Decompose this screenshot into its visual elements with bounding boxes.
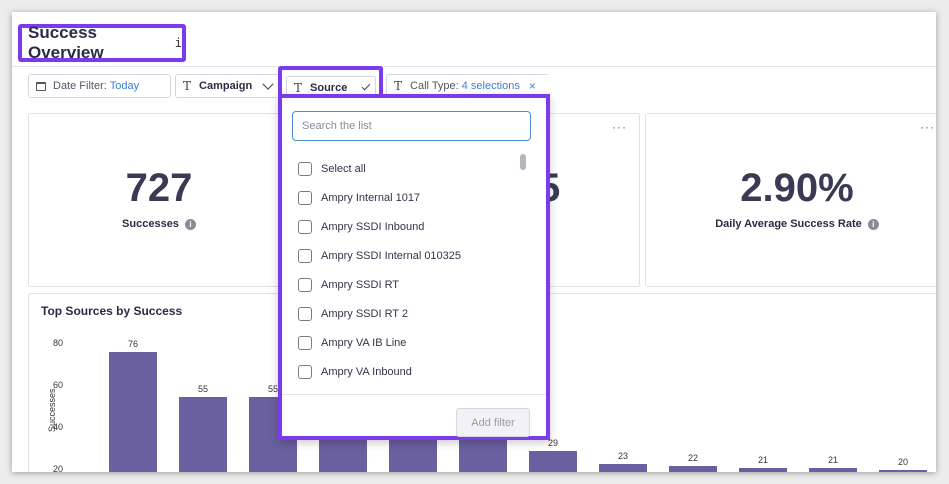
chevron-down-icon [262,78,274,90]
call-type-filter-value: 4 selections [461,80,520,92]
dashboard-frame: Success Overview i Date Filter: Today T … [12,12,936,472]
close-icon[interactable]: × [528,79,536,93]
successes-label: Successes [122,218,179,230]
checkbox[interactable] [298,191,312,205]
checkbox[interactable] [298,220,312,234]
daily-rate-card: ··· 2.90% Daily Average Success Rate i [645,113,936,287]
bar-value-label: 21 [827,454,838,465]
card-menu-icon[interactable]: ··· [612,120,627,134]
bar-value-label: 55 [267,383,278,394]
bar-value-label: 29 [547,438,558,449]
source-option[interactable]: Ampry VA Inbound [298,365,412,379]
calendar-icon [36,81,46,91]
select-all-option[interactable]: Select all [298,162,366,176]
successes-value: 727 [125,166,193,210]
source-option[interactable]: Ampry SSDI RT 2 [298,307,408,321]
y-tick-label: 80 [52,338,63,348]
option-label: Ampry SSDI RT 2 [321,308,409,320]
bar-value-label: 20 [897,457,908,467]
checkbox[interactable] [298,365,312,379]
panel-divider [282,394,546,395]
successes-card: 727 Successes i [28,113,290,287]
option-label: Ampry SSDI Internal 010325 [321,250,462,262]
source-option[interactable]: Ampry SSDI RT [298,278,399,292]
option-label: Ampry VA Inbound [321,366,412,378]
chevron-down-icon [362,81,371,91]
y-tick-label: 40 [52,422,63,432]
chart-bar[interactable] [739,467,787,472]
source-option[interactable]: Ampry SSDI Internal 010325 [298,249,461,263]
bar-value-label: 22 [687,452,698,463]
chart-bar[interactable] [809,467,857,472]
bar-value-label: 76 [127,339,138,350]
option-label: Ampry Internal 1017 [321,192,421,204]
date-filter-chip[interactable]: Date Filter: Today [28,74,171,98]
option-label: Ampry SSDI RT [321,279,400,291]
text-type-icon: T [294,81,303,95]
chart-title: Top Sources by Success [41,304,183,318]
daily-rate-value: 2.90% [740,166,854,210]
campaign-filter-label: Campaign [199,80,253,92]
text-type-icon: T [394,79,403,93]
chart-bar[interactable] [529,451,577,472]
text-type-icon: T [183,79,192,93]
date-filter-value: Today [109,80,140,92]
source-filter-label: Source [310,82,348,94]
option-label: Ampry VA IB Line [321,337,407,349]
card-menu-icon[interactable]: ··· [920,120,935,134]
campaign-filter-chip[interactable]: T Campaign [175,74,280,98]
info-icon[interactable]: i [184,218,196,230]
chart-bar[interactable] [179,396,227,472]
source-option[interactable]: Ampry SSDI Inbound [298,220,424,234]
checkbox[interactable] [298,162,312,176]
call-type-filter-label: Call Type: [410,80,459,92]
checkbox[interactable] [298,336,312,350]
y-tick-label: 60 [52,380,63,390]
scrollbar-thumb[interactable] [520,154,526,170]
checkbox[interactable] [298,307,312,321]
divider [12,66,936,67]
option-label: Ampry SSDI Inbound [321,221,425,233]
y-tick-label: 20 [52,464,63,472]
source-dropdown-panel: Select all Ampry Internal 1017 Ampry SSDI … [278,94,550,440]
chart-bar[interactable] [109,352,157,472]
bar-value-label: 55 [197,383,208,394]
chart-bar[interactable] [879,470,927,472]
chart-bar[interactable] [599,463,647,472]
chart-bar[interactable] [669,465,717,472]
successes-label-row: Successes i [29,218,289,230]
checkbox[interactable] [298,278,312,292]
source-option[interactable]: Ampry Internal 1017 [298,191,420,205]
title-highlight: Success Overview i [18,23,186,62]
add-filter-button[interactable]: Add filter [456,408,530,437]
option-label: Select all [321,163,366,175]
bar-value-label: 23 [617,450,628,461]
checkbox[interactable] [298,249,312,263]
bar-value-label: 21 [757,454,768,465]
info-icon[interactable]: i [867,218,879,230]
date-filter-label: Date Filter: [53,80,107,92]
daily-rate-label: Daily Average Success Rate [715,218,862,230]
title-info-icon[interactable]: i [174,36,182,50]
daily-rate-label-row: Daily Average Success Rate i [646,218,936,230]
search-input[interactable] [292,111,531,141]
source-option[interactable]: Ampry VA IB Line [298,336,406,350]
page-title: Success Overview [28,23,104,62]
